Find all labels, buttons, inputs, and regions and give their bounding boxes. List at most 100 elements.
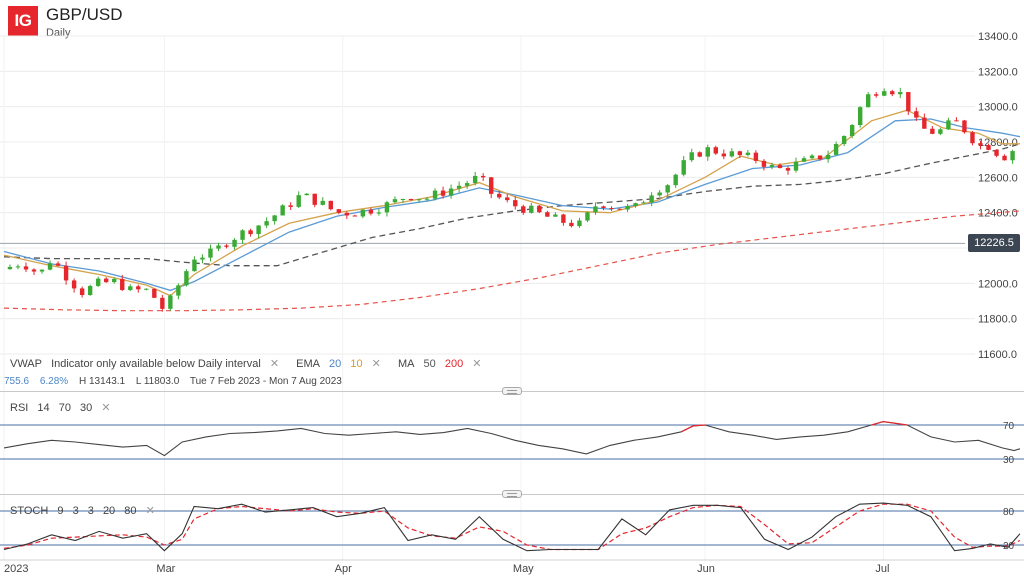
candle-body (95, 278, 101, 286)
y-tick-label: 12800.0 (978, 137, 1018, 149)
candle-body (890, 91, 895, 95)
y-tick-label: 13200.0 (978, 66, 1018, 78)
candle-body (256, 225, 261, 235)
candle-body (970, 132, 975, 144)
candle-body (472, 175, 478, 184)
candle-body (63, 265, 69, 281)
candle-body (569, 222, 574, 227)
rsi-legend: RSI 14 70 30 ✕ (10, 401, 117, 414)
candle-body (120, 278, 125, 290)
rsi-line (3, 421, 1021, 457)
candle-body (777, 165, 783, 169)
stoch-label: STOCH (10, 505, 49, 517)
candle-body (625, 205, 630, 210)
x-tick-label: Jun (697, 563, 715, 575)
vwap-close-icon[interactable]: ✕ (269, 358, 280, 370)
candle-body (360, 209, 366, 217)
candle-body (47, 263, 53, 270)
candle-body (216, 245, 221, 249)
candle-body (609, 208, 614, 210)
pane-resize-handle-2[interactable] (502, 490, 522, 498)
candle-body (192, 259, 197, 272)
pane-resize-handle-1[interactable] (502, 387, 522, 395)
candle-body (312, 193, 317, 205)
last-price-badge: 12226.5 (968, 234, 1020, 252)
candle-body (825, 154, 831, 160)
candle-body (264, 221, 269, 226)
candle-body (657, 192, 662, 196)
ema-fast-value: 20 (329, 358, 342, 370)
candle-body (400, 198, 406, 200)
rsi-level-label: 30 (1003, 455, 1015, 466)
candle-body (729, 151, 735, 157)
candle-body (513, 200, 518, 207)
candle-body (384, 202, 390, 213)
ma-close-icon[interactable]: ✕ (472, 358, 482, 370)
rsi-level-label: 70 (1003, 421, 1015, 432)
candle-body (79, 288, 85, 296)
candle-body (753, 152, 759, 161)
candle-body (176, 285, 181, 296)
rsi-label: RSI (10, 402, 29, 414)
candle-body (7, 266, 13, 270)
stoch-k-line (3, 502, 1021, 552)
change-value: 755.6 (4, 376, 30, 387)
candle-body (497, 193, 502, 198)
candle-body (954, 120, 959, 122)
stoch-p4: 20 (102, 505, 116, 517)
candle-body (593, 206, 598, 213)
candle-body (793, 161, 799, 171)
candle-body (240, 230, 245, 240)
rsi-close-icon[interactable]: ✕ (101, 402, 111, 414)
candle-body (328, 200, 333, 210)
stoch-level-label: 80 (1003, 507, 1015, 518)
candle-body (761, 160, 767, 167)
candle-body (1010, 151, 1015, 161)
x-tick-label: Apr (335, 563, 352, 575)
stoch-close-icon[interactable]: ✕ (145, 505, 155, 517)
candle-body (537, 205, 542, 213)
candle-body (922, 117, 927, 129)
candle-body (336, 209, 342, 213)
stoch-p3: 3 (87, 505, 94, 517)
candle-body (128, 286, 133, 290)
vwap-label: VWAP (10, 358, 42, 370)
candle-body (296, 195, 301, 207)
candle-body (392, 199, 398, 203)
x-tick-label: Jul (875, 563, 889, 575)
candle-body (809, 155, 815, 159)
candle-body (448, 188, 454, 196)
ma50-line (3, 143, 1021, 267)
ma200-line (3, 210, 1021, 312)
candle-body (617, 208, 622, 210)
candle-body (368, 209, 374, 214)
ema-close-icon[interactable]: ✕ (371, 358, 381, 370)
ma-slow-value: 200 (444, 358, 464, 370)
candle-body (601, 206, 606, 209)
candle-body (31, 269, 37, 272)
candle-body (376, 212, 382, 214)
candle-body (681, 160, 686, 175)
candle-body (865, 94, 871, 108)
candle-body (432, 190, 438, 199)
x-tick-label: Mar (156, 563, 175, 575)
rsi-overbought-segment (681, 424, 706, 433)
candle-body (833, 143, 839, 155)
candle-body (23, 266, 29, 270)
candle-body (745, 152, 751, 156)
stoch-p5: 80 (124, 505, 137, 517)
candle-body (978, 143, 983, 146)
candle-body (280, 205, 285, 216)
y-tick-label: 11600.0 (978, 349, 1017, 361)
candle-body (577, 220, 582, 227)
candle-body (874, 94, 879, 96)
candle-body (641, 202, 646, 204)
candle-body (857, 107, 863, 126)
candle-body (1002, 155, 1007, 161)
x-tick-label: May (513, 563, 534, 575)
rsi-lower: 30 (80, 402, 93, 414)
candle-body (489, 177, 494, 194)
ema-label: EMA (296, 358, 320, 370)
candle-body (689, 152, 694, 161)
